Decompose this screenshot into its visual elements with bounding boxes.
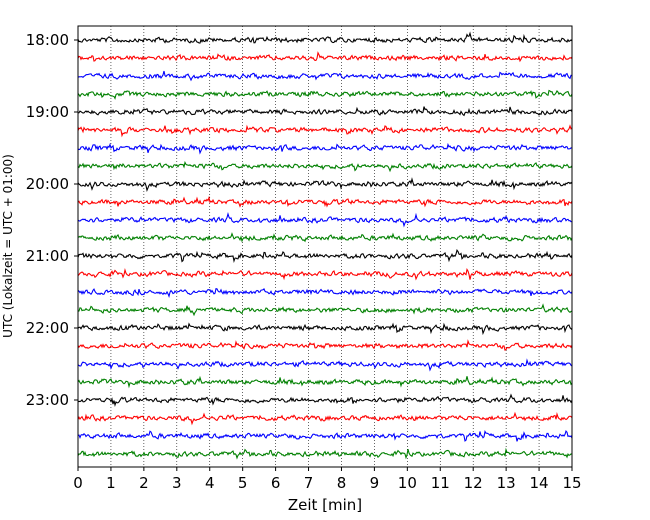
y-tick-label: 21:00 <box>26 247 69 265</box>
seismic-trace <box>77 339 573 351</box>
x-tick-label: 9 <box>370 474 380 492</box>
seismic-trace <box>77 232 573 243</box>
y-axis-ticks: 18:00 19:00 20:00 21:00 22:00 23:00 <box>26 31 78 409</box>
x-tick-label: 3 <box>172 474 182 492</box>
x-tick-label: 2 <box>139 474 149 492</box>
x-tick-label: 0 <box>73 474 83 492</box>
seismic-trace <box>77 160 573 173</box>
seismic-trace <box>77 267 573 281</box>
seismic-trace <box>77 303 573 317</box>
x-tick-label: 14 <box>530 474 549 492</box>
y-axis-label: UTC (Lokalzeit = UTC + 01:00) <box>1 154 15 338</box>
x-tick-label: 1 <box>106 474 116 492</box>
plot-background <box>78 26 572 467</box>
x-tick-label: 12 <box>464 474 483 492</box>
x-tick-label: 5 <box>238 474 248 492</box>
seismic-trace <box>77 70 573 82</box>
x-tick-label: 13 <box>497 474 516 492</box>
x-tick-label: 10 <box>398 474 417 492</box>
seismic-trace <box>77 31 573 44</box>
x-axis-ticks: 0 1 2 3 4 5 6 7 8 9 10 11 12 13 14 15 <box>73 467 582 492</box>
seismic-trace <box>77 393 573 407</box>
seismic-trace <box>77 89 573 100</box>
seismic-trace <box>77 51 573 63</box>
seismic-trace <box>77 106 573 117</box>
seismic-trace <box>77 447 573 460</box>
x-tick-label: 4 <box>205 474 215 492</box>
plot-frame <box>77 25 573 468</box>
seismic-trace <box>77 248 573 264</box>
y-tick-label: 20:00 <box>26 175 69 193</box>
seismic-trace <box>77 430 573 442</box>
x-axis-label: Zeit [min] <box>288 496 362 514</box>
seismic-traces <box>77 31 573 460</box>
x-tick-label: 7 <box>304 474 314 492</box>
seismic-trace <box>77 212 573 228</box>
y-tick-label: 18:00 <box>26 31 69 49</box>
x-tick-label: 8 <box>337 474 347 492</box>
seismic-trace <box>77 195 573 208</box>
y-tick-label: 23:00 <box>26 391 69 409</box>
x-tick-label: 6 <box>271 474 281 492</box>
seismic-trace <box>77 322 573 336</box>
seismic-trace <box>77 124 573 138</box>
seismic-trace <box>77 411 573 426</box>
seismic-trace <box>77 358 573 372</box>
seismic-trace <box>77 287 573 299</box>
seismic-trace <box>77 375 573 389</box>
y-tick-label: 22:00 <box>26 319 69 337</box>
y-tick-label: 19:00 <box>26 103 69 121</box>
x-tick-label: 11 <box>431 474 450 492</box>
x-tick-label: 15 <box>562 474 581 492</box>
seismic-trace <box>77 142 573 155</box>
seismic-trace <box>77 177 573 192</box>
